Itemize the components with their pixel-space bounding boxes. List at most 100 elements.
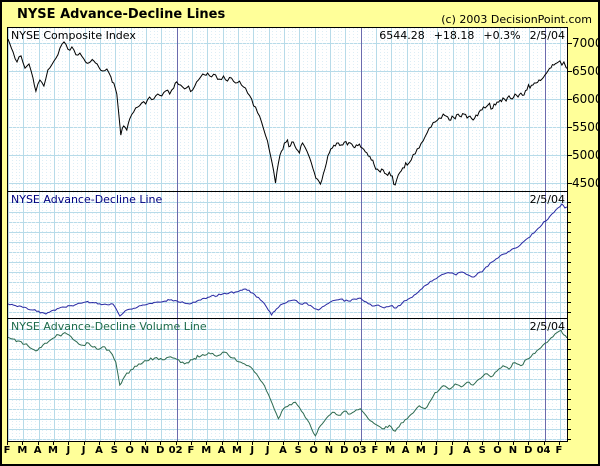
month-tick-mark <box>68 442 69 445</box>
month-tick-mark <box>222 442 223 445</box>
month-tick-mark <box>7 442 8 445</box>
month-tick-mark <box>206 442 207 445</box>
month-label: M <box>17 445 28 456</box>
price-tick-mark <box>568 71 572 72</box>
composite-plot <box>8 28 567 191</box>
month-tick-mark <box>145 442 146 445</box>
advance-decline-plot <box>8 192 567 318</box>
month-tick-mark <box>360 442 361 445</box>
month-tick-mark <box>191 442 192 445</box>
month-tick-mark <box>99 442 100 445</box>
month-tick-mark <box>176 442 177 445</box>
month-tick-mark <box>84 442 85 445</box>
price-tick-label: 7000 <box>572 36 600 50</box>
minor-tick-mark <box>568 312 571 313</box>
month-label: M <box>48 445 58 456</box>
minor-tick-mark <box>568 282 571 283</box>
month-label: J <box>449 445 454 456</box>
month-label: F <box>371 445 379 456</box>
month-tick-mark <box>283 442 284 445</box>
month-tick-mark <box>528 442 529 445</box>
panel-nyse-composite: NYSE Composite Index 6544.28 +18.18 +0.3… <box>7 27 568 192</box>
month-label: O <box>125 445 134 456</box>
month-label: A <box>401 445 410 456</box>
month-tick-mark <box>314 442 315 445</box>
panel-advance-decline-volume-line: NYSE Advance-Decline Volume Line 2/5/04 <box>7 319 568 442</box>
month-label: A <box>95 445 103 456</box>
month-tick-mark <box>544 442 545 445</box>
price-tick-mark <box>568 127 572 128</box>
price-tick-label: 5000 <box>572 148 600 162</box>
month-label: J <box>250 445 255 456</box>
minor-tick-mark <box>568 409 571 410</box>
month-label: J <box>81 445 86 456</box>
quote-last: 6544.28 <box>379 29 425 42</box>
quote-percent: +0.3% <box>483 29 521 42</box>
month-label: D <box>340 445 349 456</box>
month-tick-mark <box>252 442 253 445</box>
price-tick-label: 6000 <box>572 92 600 106</box>
minor-tick-mark <box>568 339 571 340</box>
month-tick-mark <box>160 442 161 445</box>
month-label: 03 <box>352 445 367 456</box>
minor-tick-mark <box>568 262 571 263</box>
month-label: J <box>66 445 71 456</box>
month-tick-mark <box>421 442 422 445</box>
advance-decline-volume-plot <box>8 319 567 441</box>
minor-tick-mark <box>568 202 571 203</box>
month-tick-mark <box>114 442 115 445</box>
month-label: M <box>415 445 426 456</box>
price-tick-label: 6500 <box>572 64 600 78</box>
price-tick-label: 4500 <box>572 176 600 190</box>
minor-tick-mark <box>568 329 571 330</box>
month-tick-mark <box>298 442 299 445</box>
month-tick-mark <box>390 442 391 445</box>
price-tick-mark <box>568 155 572 156</box>
month-tick-mark <box>467 442 468 445</box>
month-label: D <box>156 445 165 456</box>
month-label: S <box>478 445 486 456</box>
price-tick-mark <box>568 183 572 184</box>
minor-tick-mark <box>568 212 571 213</box>
month-tick-mark <box>498 442 499 445</box>
price-tick-mark <box>568 99 572 100</box>
minor-tick-mark <box>568 272 571 273</box>
quote-change: +18.18 <box>433 29 475 42</box>
minor-tick-mark <box>568 302 571 303</box>
adv-panel-date: 2/5/04 <box>529 320 565 333</box>
month-tick-mark <box>344 442 345 445</box>
minor-tick-mark <box>568 222 571 223</box>
copyright-text: (c) 2003 DecisionPoint.com <box>441 13 592 26</box>
minor-tick-mark <box>568 389 571 390</box>
month-label: 02 <box>168 445 183 456</box>
month-tick-mark <box>53 442 54 445</box>
month-tick-mark <box>22 442 23 445</box>
composite-panel-label: NYSE Composite Index <box>11 29 136 42</box>
minor-tick-mark <box>568 419 571 420</box>
month-label: M <box>201 445 212 456</box>
month-tick-mark <box>406 442 407 445</box>
page-title: NYSE Advance-Decline Lines <box>17 7 226 22</box>
month-tick-mark <box>375 442 376 445</box>
month-tick-mark <box>452 442 453 445</box>
month-label: N <box>324 445 334 456</box>
month-label: F <box>555 445 563 456</box>
minor-tick-mark <box>568 349 571 350</box>
month-label: D <box>524 445 533 456</box>
month-label: F <box>3 445 11 456</box>
month-tick-mark <box>130 442 131 445</box>
panel-advance-decline-line: NYSE Advance-Decline Line 2/5/04 <box>7 192 568 319</box>
month-label: A <box>279 445 287 456</box>
month-tick-mark <box>38 442 39 445</box>
ad-panel-date: 2/5/04 <box>529 193 565 206</box>
ad-panel-label: NYSE Advance-Decline Line <box>11 193 163 206</box>
adv-panel-label: NYSE Advance-Decline Volume Line <box>11 320 207 333</box>
composite-quote: 6544.28 +18.18 +0.3% 2/5/04 <box>379 29 565 42</box>
minor-tick-mark <box>568 242 571 243</box>
month-label: J <box>265 445 270 456</box>
month-tick-mark <box>436 442 437 445</box>
minor-tick-mark <box>568 252 571 253</box>
minor-tick-mark <box>568 232 571 233</box>
quote-date: 2/5/04 <box>529 29 565 42</box>
minor-tick-mark <box>568 359 571 360</box>
